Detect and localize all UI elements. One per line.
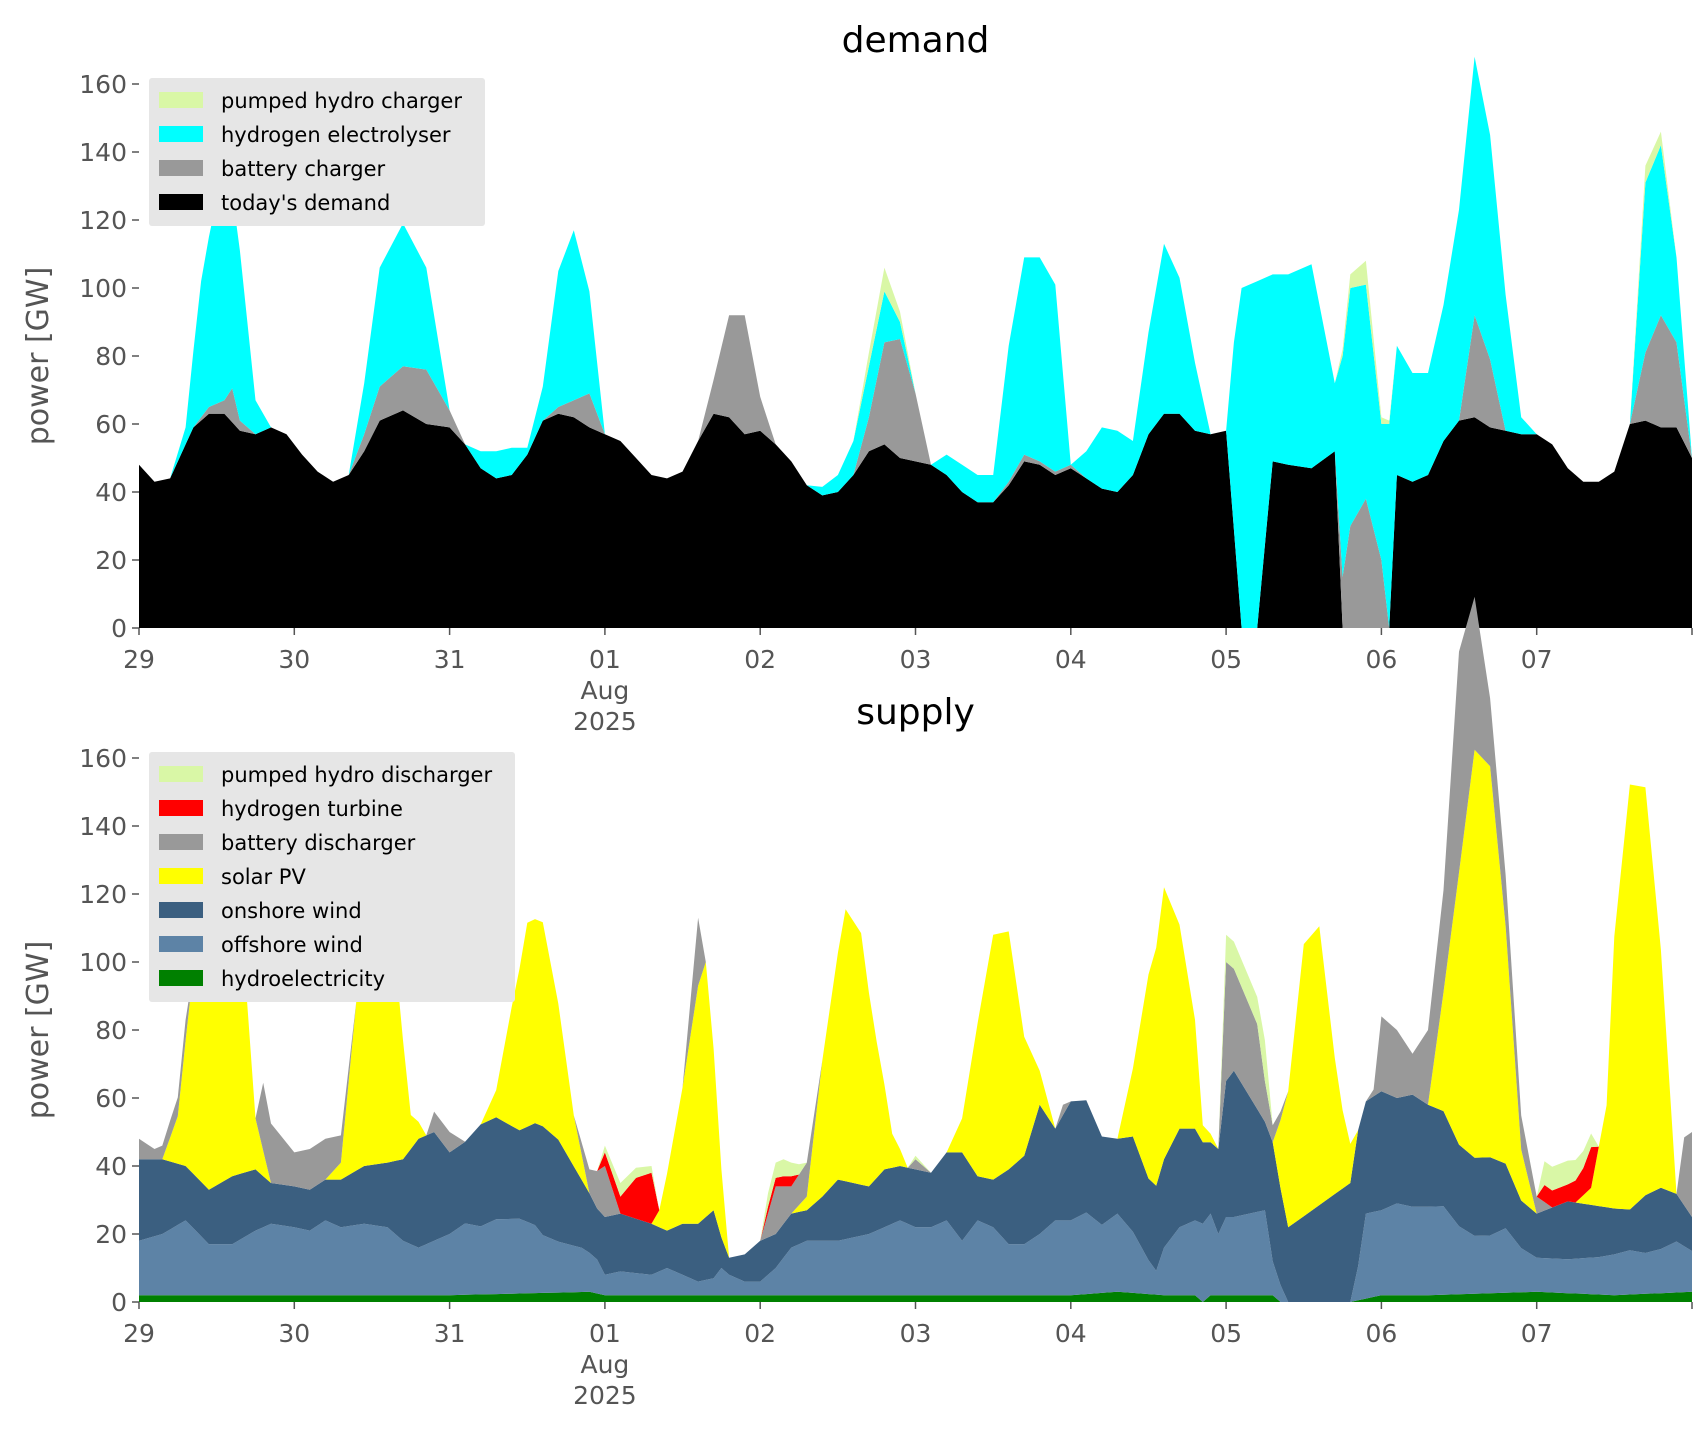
- x-tick-label: 01 Aug 2025: [573, 1319, 637, 1410]
- x-tick-label: 30: [278, 1319, 310, 1348]
- x-tick-label: 29: [123, 1319, 155, 1348]
- legend-swatch: [159, 766, 203, 782]
- y-tick-label: 40: [95, 478, 127, 507]
- y-tick-label: 120: [79, 206, 127, 235]
- y-tick-label: 160: [79, 70, 127, 99]
- legend-swatch: [159, 868, 203, 884]
- y-axis: 0 20 40 60 80 100 120 140 160 power [GW]: [21, 70, 139, 643]
- x-tick-label: 01 Aug 2025: [573, 645, 637, 736]
- x-axis: 29 30 31 01 Aug 2025 02 03 04 05 06 07: [123, 628, 1693, 736]
- x-tick-label: 04: [1055, 645, 1087, 674]
- y-tick-label: 0: [111, 614, 127, 643]
- x-tick-label: 02: [744, 645, 776, 674]
- y-tick-label: 20: [95, 546, 127, 575]
- legend-swatch: [159, 126, 203, 142]
- x-tick-label: 03: [900, 645, 932, 674]
- y-tick-label: 60: [95, 410, 127, 439]
- series-areas: [139, 596, 1692, 1302]
- legend-label: hydroelectricity: [221, 967, 385, 991]
- legend-label: pumped hydro charger: [221, 89, 462, 113]
- legend-label: hydrogen turbine: [221, 797, 403, 821]
- area-offshore-wind: [139, 1203, 1692, 1302]
- x-axis: 29 30 31 01 Aug 2025 02 03 04 05 06 07: [123, 1302, 1693, 1410]
- legend-swatch: [159, 834, 203, 850]
- x-tick-label: 29: [123, 645, 155, 674]
- legend-label: battery discharger: [221, 831, 416, 855]
- x-tick-label: 31: [434, 1319, 466, 1348]
- x-tick-label: 07: [1521, 645, 1553, 674]
- legend-label: hydrogen electrolyser: [221, 123, 451, 147]
- y-tick-label: 20: [95, 1220, 127, 1249]
- legend-label: onshore wind: [221, 899, 362, 923]
- y-tick-label: 160: [79, 744, 127, 773]
- legend-label: pumped hydro discharger: [221, 763, 492, 787]
- area-today-s-demand: [139, 410, 1692, 628]
- x-tick-label: 03: [900, 1319, 932, 1348]
- area-onshore-wind: [139, 1070, 1692, 1302]
- y-tick-label: 140: [79, 138, 127, 167]
- x-tick-label: 05: [1210, 1319, 1242, 1348]
- x-tick-label: 02: [744, 1319, 776, 1348]
- legend-label: offshore wind: [221, 933, 363, 957]
- x-tick-label: 07: [1521, 1319, 1553, 1348]
- x-tick-label: 31: [434, 645, 466, 674]
- x-tick-label: 05: [1210, 645, 1242, 674]
- y-tick-label: 80: [95, 342, 127, 371]
- y-tick-label: 0: [111, 1288, 127, 1317]
- legend-swatch: [159, 970, 203, 986]
- area-hydroelectricity: [139, 1291, 1692, 1302]
- x-tick-label: 04: [1055, 1319, 1087, 1348]
- y-tick-label: 140: [79, 812, 127, 841]
- x-tick-label: 06: [1365, 1319, 1397, 1348]
- legend-swatch: [159, 194, 203, 210]
- x-tick-label: 30: [278, 645, 310, 674]
- legend-label: solar PV: [221, 865, 306, 889]
- legend: pumped hydro discharger hydrogen turbine b…: [149, 752, 515, 1002]
- y-tick-label: 120: [79, 880, 127, 909]
- legend-swatch: [159, 92, 203, 108]
- legend-label: battery charger: [221, 157, 386, 181]
- y-tick-label: 100: [79, 274, 127, 303]
- legend-swatch: [159, 936, 203, 952]
- y-tick-label: 60: [95, 1084, 127, 1113]
- y-tick-label: 100: [79, 948, 127, 977]
- chart-title: demand: [842, 20, 990, 61]
- y-tick-label: 80: [95, 1016, 127, 1045]
- area-solar-pv: [139, 749, 1692, 1258]
- legend-swatch: [159, 902, 203, 918]
- legend-swatch: [159, 160, 203, 176]
- y-axis-label: power [GW]: [21, 941, 56, 1120]
- y-axis: 0 20 40 60 80 100 120 140 160 power [GW]: [21, 744, 139, 1317]
- legend: pumped hydro charger hydrogen electrolyse…: [149, 78, 485, 226]
- series-areas: [139, 56, 1692, 629]
- y-tick-label: 40: [95, 1152, 127, 1181]
- chart-title: supply: [856, 692, 975, 733]
- legend-box: [149, 752, 515, 1002]
- y-axis-label: power [GW]: [21, 267, 56, 446]
- legend-label: today's demand: [221, 191, 390, 215]
- legend-swatch: [159, 800, 203, 816]
- legend-box: [149, 78, 485, 226]
- x-tick-label: 06: [1365, 645, 1397, 674]
